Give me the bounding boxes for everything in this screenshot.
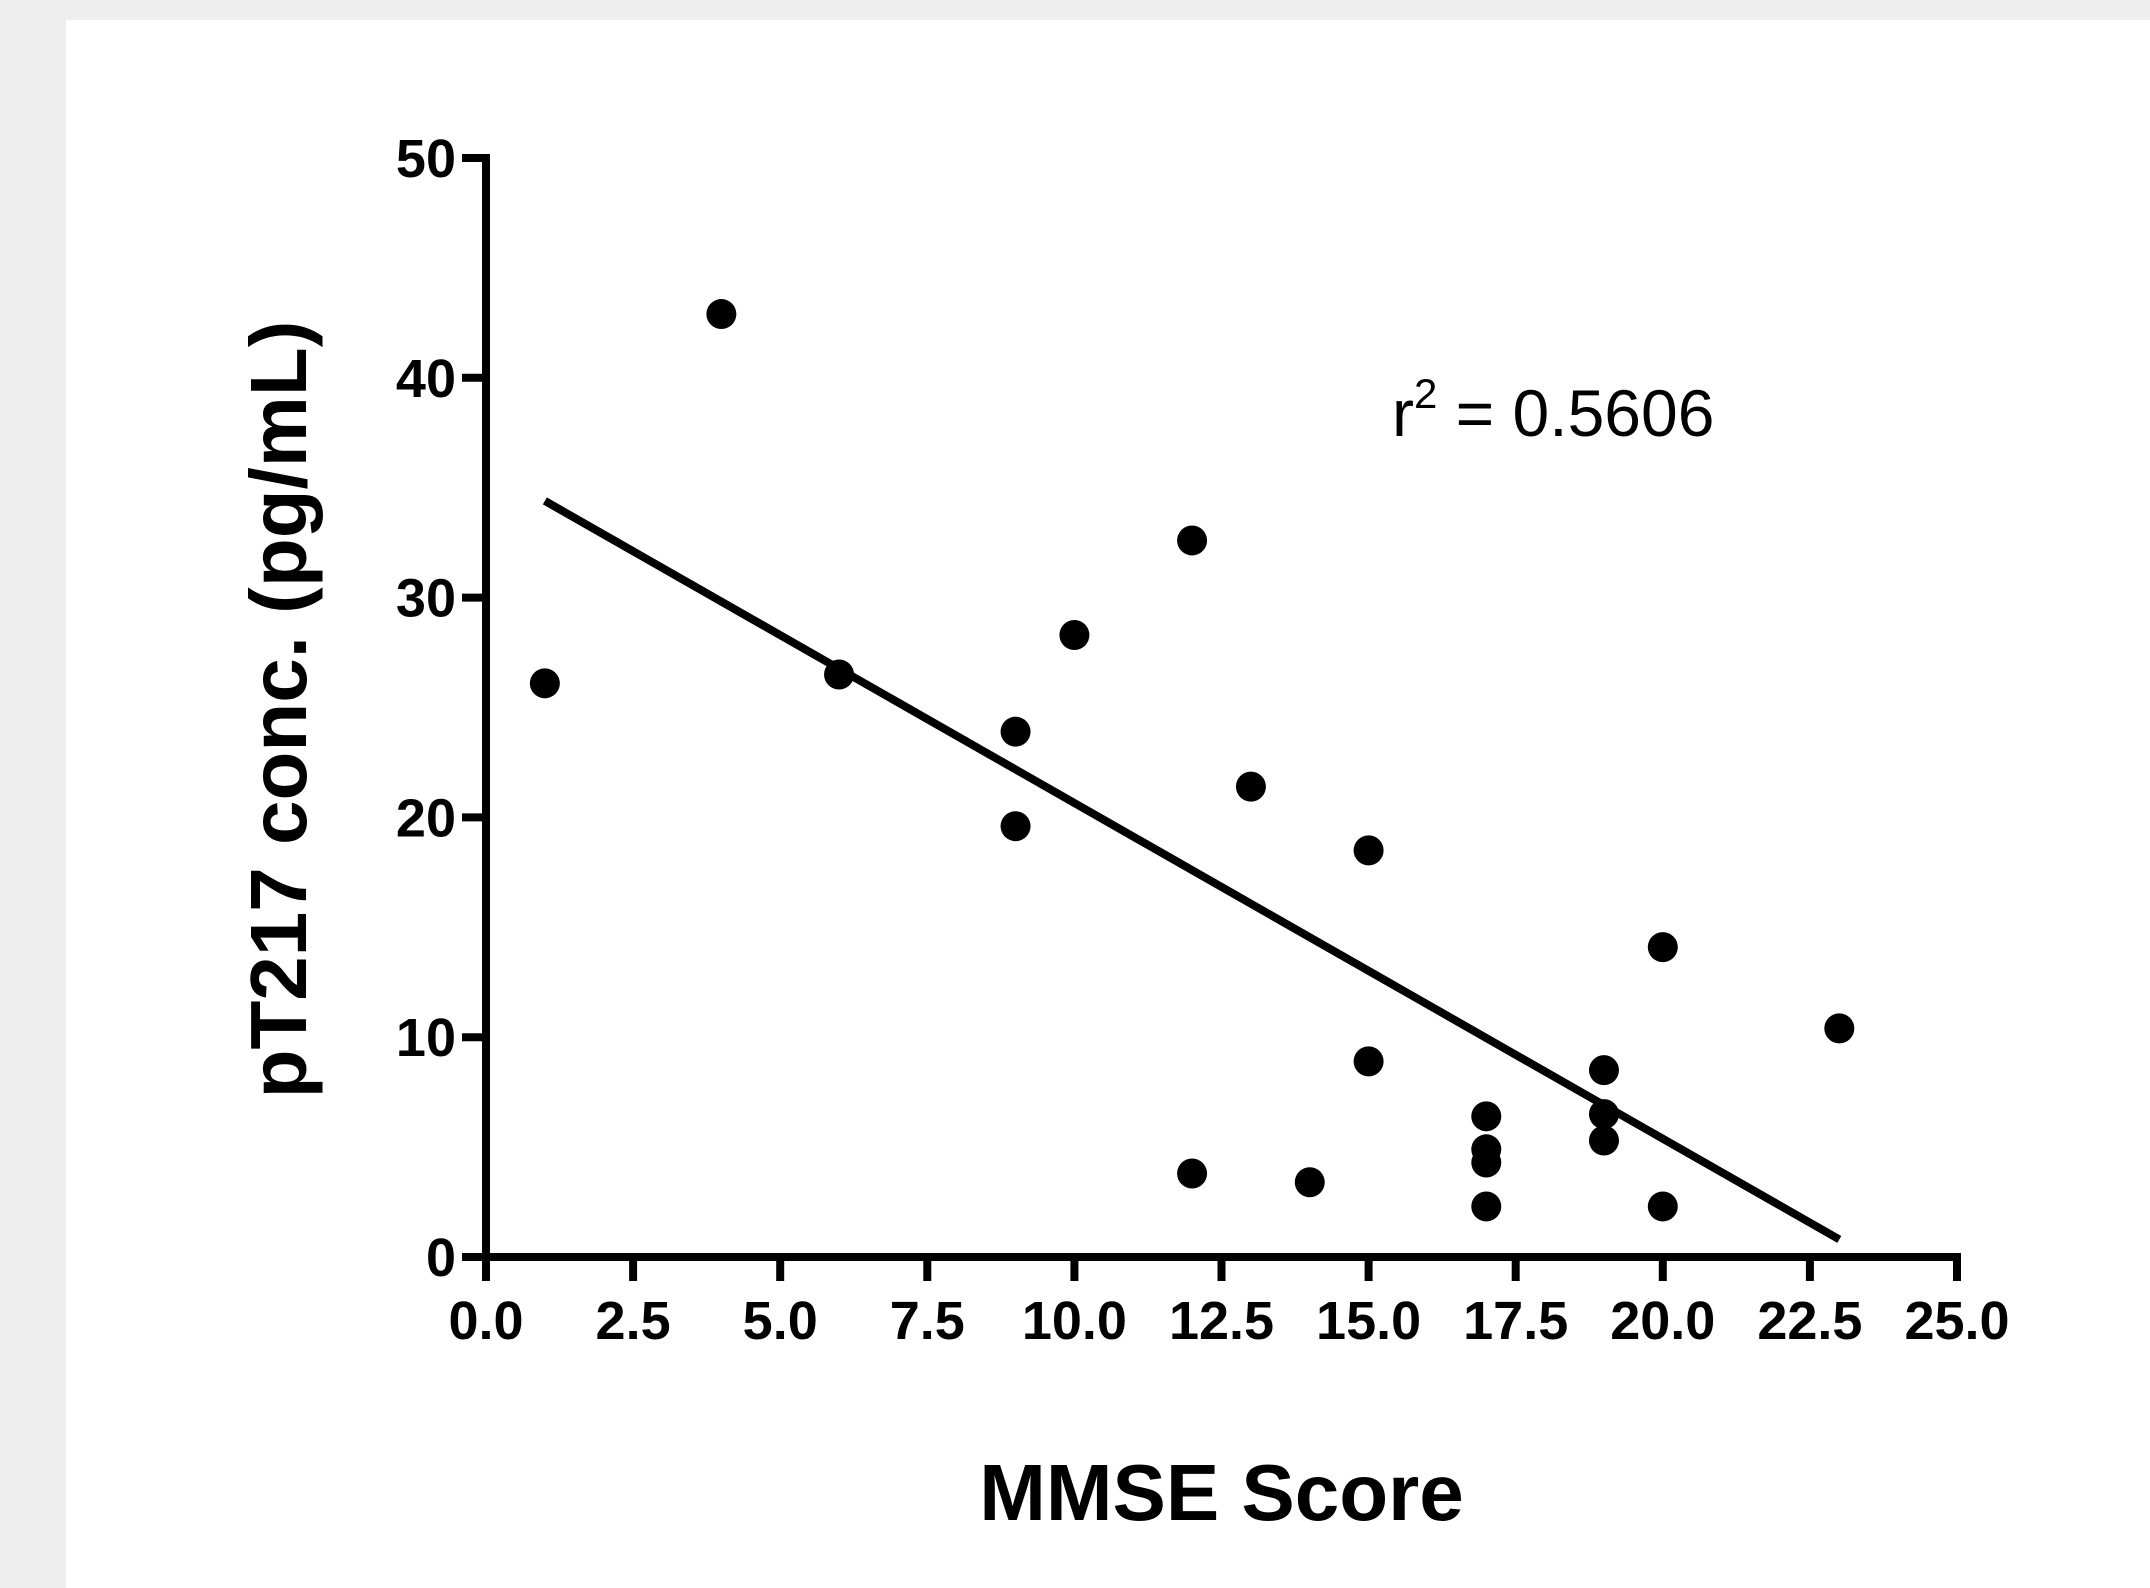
x-tick-label: 10.0 — [1022, 1291, 1127, 1351]
data-point — [1177, 1158, 1208, 1189]
x-tick-label: 20.0 — [1610, 1291, 1715, 1351]
x-tick-label: 0.0 — [448, 1291, 523, 1351]
y-ticks: 0 10 20 30 40 50 — [396, 129, 486, 1288]
data-point — [1647, 1191, 1678, 1222]
chart-panel: 0.0 2.5 5.0 7.5 10.0 12.5 15.0 17.5 20.0 22.5 25.0… — [66, 20, 2150, 1588]
data-points — [529, 299, 1855, 1222]
r-squared-superscript: 2 — [1414, 370, 1437, 417]
y-axis-title: pT217 conc. (pg/mL) — [234, 321, 323, 1099]
data-point — [1294, 1167, 1325, 1198]
x-ticks: 0.0 2.5 5.0 7.5 10.0 12.5 15.0 17.5 20.0 22.5 25.0 — [448, 1257, 2010, 1351]
y-tick-label: 20 — [396, 788, 456, 848]
data-point — [1177, 525, 1208, 556]
data-point — [1471, 1101, 1502, 1132]
r-squared-annotation: r2 = 0.5606 — [1392, 370, 1714, 450]
data-point — [529, 668, 560, 699]
data-point — [1000, 811, 1031, 842]
data-point — [706, 299, 737, 330]
data-point — [1000, 716, 1031, 747]
data-point — [1588, 1055, 1619, 1086]
data-point — [1353, 835, 1384, 866]
data-point — [1647, 932, 1678, 963]
x-tick-label: 12.5 — [1169, 1291, 1274, 1351]
r-squared-value: = 0.5606 — [1437, 376, 1714, 450]
x-tick-label: 2.5 — [596, 1291, 671, 1351]
x-axis-title: MMSE Score — [979, 1448, 1464, 1537]
data-point — [1471, 1191, 1502, 1222]
y-tick-label: 40 — [396, 349, 456, 409]
axes — [482, 154, 1961, 1261]
data-point — [1471, 1147, 1502, 1178]
data-point — [1588, 1099, 1619, 1130]
data-point — [1353, 1046, 1384, 1077]
data-point — [1588, 1125, 1619, 1156]
r-squared-prefix: r — [1392, 376, 1414, 450]
x-tick-label: 22.5 — [1757, 1291, 1862, 1351]
x-tick-label: 15.0 — [1316, 1291, 1421, 1351]
y-tick-label: 10 — [396, 1008, 456, 1068]
x-tick-label: 25.0 — [1904, 1291, 2009, 1351]
x-tick-label: 7.5 — [890, 1291, 965, 1351]
x-tick-label: 5.0 — [743, 1291, 818, 1351]
data-point — [824, 659, 855, 690]
y-tick-label: 50 — [396, 129, 456, 189]
regression-line — [542, 497, 1842, 1243]
y-tick-label: 0 — [426, 1228, 456, 1288]
data-point — [1059, 619, 1090, 650]
data-point — [1235, 771, 1266, 802]
y-tick-label: 30 — [396, 569, 456, 629]
scatter-chart: 0.0 2.5 5.0 7.5 10.0 12.5 15.0 17.5 20.0 22.5 25.0… — [234, 129, 2010, 1537]
x-tick-label: 17.5 — [1463, 1291, 1568, 1351]
data-point — [1824, 1013, 1855, 1044]
